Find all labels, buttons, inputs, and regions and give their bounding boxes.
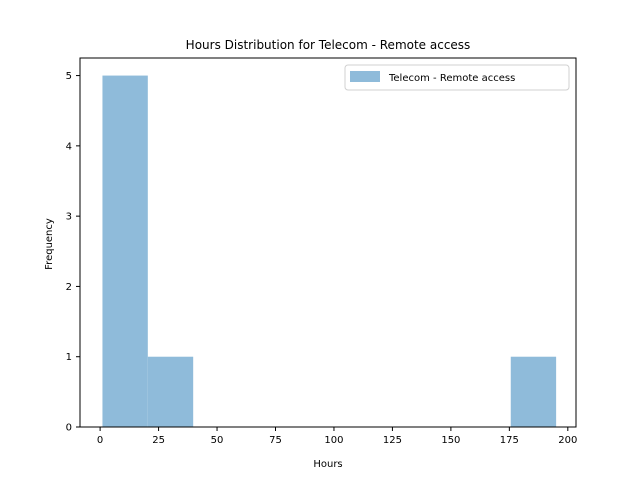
x-tick-label: 75 xyxy=(269,435,282,446)
y-tick-label: 2 xyxy=(66,282,72,293)
y-tick-label: 4 xyxy=(66,141,72,152)
x-tick-label: 50 xyxy=(211,435,224,446)
y-axis-label: Frequency xyxy=(44,218,55,270)
y-tick-label: 1 xyxy=(66,352,72,363)
y-tick-label: 5 xyxy=(66,71,72,82)
histogram-bar-9 xyxy=(510,356,557,427)
x-tick-label: 25 xyxy=(152,435,165,446)
legend-entry-label: Telecom - Remote access xyxy=(388,73,515,84)
histogram-bars xyxy=(102,75,557,428)
x-tick-label: 175 xyxy=(500,435,519,446)
histogram-bar-0 xyxy=(102,75,148,428)
x-tick-label: 0 xyxy=(97,435,103,446)
y-tick-label: 0 xyxy=(66,423,72,434)
x-tick-label: 200 xyxy=(558,435,577,446)
x-tick-label: 150 xyxy=(441,435,460,446)
x-tick-label: 100 xyxy=(324,435,343,446)
legend: Telecom - Remote access xyxy=(344,64,570,91)
legend-swatch xyxy=(350,71,380,82)
x-tick-label: 125 xyxy=(383,435,402,446)
axes-frame xyxy=(79,57,577,428)
chart-title: Hours Distribution for Telecom - Remote … xyxy=(186,38,471,52)
histogram-bar-1 xyxy=(147,356,194,427)
axes: 0 25 50 75 100 125 150 175 200 0 1 2 3 4 5 xyxy=(66,57,577,446)
y-tick-label: 3 xyxy=(66,212,72,223)
x-axis-label: Hours xyxy=(313,459,342,470)
legend-frame xyxy=(344,64,570,91)
